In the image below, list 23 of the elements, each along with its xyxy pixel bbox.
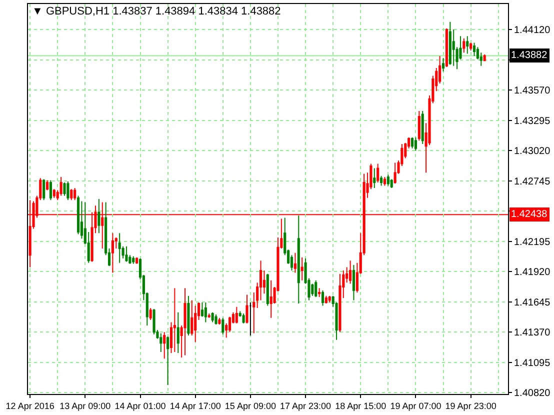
- ref-line-label: 1.42438: [511, 209, 548, 220]
- x-tick-label: 17 Apr 23:00: [280, 400, 332, 411]
- x-tick-label: 14 Apr 17:00: [170, 400, 221, 411]
- x-tick-label: 14 Apr 01:00: [114, 400, 166, 411]
- y-tick-label: 1.42195: [514, 236, 551, 248]
- x-tick-label: 19 Apr 23:00: [445, 400, 496, 411]
- x-tick-label: 19 Apr 07:00: [390, 400, 442, 411]
- x-tick-label: 12 Apr 2016: [6, 400, 54, 411]
- ref-line-label: 1.43882: [511, 50, 548, 61]
- y-tick-label: 1.41645: [514, 297, 551, 308]
- y-tick-label: 1.41920: [514, 267, 551, 278]
- chart-title: ▼ GBPUSD,H1 1.43837 1.43894 1.43834 1.43882: [32, 6, 281, 18]
- x-tick-label: 15 Apr 09:00: [224, 400, 276, 411]
- y-tick-label: 1.43570: [514, 86, 551, 97]
- y-tick-label: 1.41095: [514, 358, 551, 369]
- y-tick-label: 1.43295: [514, 116, 551, 127]
- x-tick-label: 13 Apr 09:00: [60, 400, 111, 411]
- y-tick-label: 1.42745: [514, 176, 551, 188]
- y-tick-label: 1.40820: [514, 388, 551, 400]
- y-tick-label: 1.41370: [514, 328, 551, 339]
- y-tick-label: 1.44120: [514, 25, 551, 36]
- y-tick-label: 1.43020: [514, 146, 551, 158]
- x-tick-label: 18 Apr 15:00: [335, 400, 386, 411]
